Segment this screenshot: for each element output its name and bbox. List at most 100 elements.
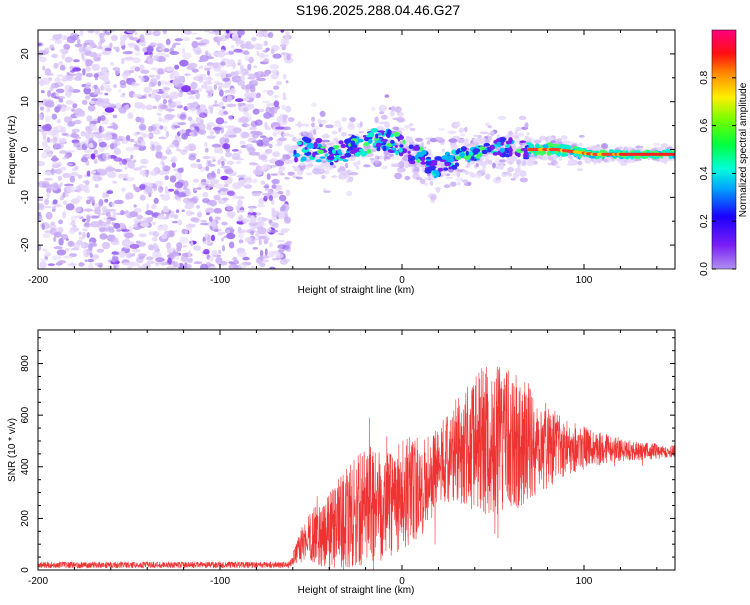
noise-blob	[211, 144, 222, 148]
noise-blob	[53, 236, 57, 242]
signal-core-blob	[448, 166, 452, 170]
noise-blob	[249, 207, 254, 214]
noise-blob	[277, 118, 288, 126]
noise-blob	[165, 130, 169, 138]
noise-blob	[93, 84, 98, 90]
noise-blob	[89, 142, 93, 148]
signal-core-blob	[350, 135, 357, 139]
noise-blob	[184, 188, 190, 195]
noise-blob	[129, 138, 135, 143]
noise-blob	[236, 175, 246, 178]
noise-blob	[279, 259, 288, 265]
signal-halo	[447, 130, 457, 134]
noise-blob	[84, 149, 93, 153]
noise-blob	[185, 230, 189, 234]
noise-blob	[161, 118, 170, 123]
noise-blob	[65, 150, 76, 153]
noise-blob	[251, 191, 261, 197]
signal-core-blob	[478, 146, 486, 151]
noise-blob	[54, 39, 63, 44]
noise-blob	[69, 222, 73, 226]
noise-blob	[47, 136, 50, 143]
noise-blob	[83, 87, 91, 95]
noise-blob	[269, 222, 279, 227]
noise-blob	[212, 126, 222, 131]
noise-blob	[47, 263, 56, 267]
noise-blob	[44, 68, 52, 75]
noise-blob	[45, 115, 51, 123]
noise-blob	[78, 231, 82, 236]
noise-blob	[273, 105, 278, 113]
noise-blob	[38, 218, 44, 222]
noise-blob	[176, 247, 182, 252]
noise-blob	[125, 30, 136, 34]
signal-halo	[482, 165, 487, 170]
noise-blob	[132, 249, 141, 253]
noise-blob	[217, 262, 227, 266]
noise-blob	[53, 62, 59, 69]
noise-blob	[106, 218, 111, 225]
noise-blob	[105, 131, 115, 135]
noise-blob	[208, 63, 214, 70]
noise-blob	[87, 196, 95, 199]
signal-halo	[429, 180, 434, 186]
colorbar-tick-label: 0.6	[699, 118, 710, 132]
noise-blob	[131, 81, 139, 88]
noise-blob	[194, 188, 198, 191]
signal-halo	[438, 127, 445, 131]
noise-blob	[166, 242, 172, 250]
noise-blob	[281, 104, 286, 111]
noise-blob	[69, 35, 79, 41]
noise-blob	[63, 43, 71, 51]
signal-core-blob	[465, 150, 469, 156]
signal-core-blob	[342, 159, 349, 162]
noise-blob	[75, 72, 83, 79]
noise-blob	[139, 165, 148, 169]
noise-blob	[207, 69, 210, 76]
signal-halo	[313, 129, 317, 136]
signal-core-blob	[519, 140, 527, 143]
noise-blob	[121, 158, 127, 165]
noise-blob	[193, 129, 198, 137]
noise-blob	[111, 201, 115, 208]
noise-blob	[181, 209, 185, 212]
noise-blob	[96, 168, 105, 174]
noise-blob	[221, 58, 230, 62]
signal-halo	[378, 121, 385, 125]
noise-blob	[228, 263, 238, 269]
noise-blob	[208, 265, 217, 269]
signal-halo	[287, 171, 295, 176]
noise-blob	[49, 86, 54, 92]
noise-blob	[197, 211, 202, 218]
noise-blob	[206, 177, 215, 181]
noise-blob	[62, 211, 67, 219]
noise-blob	[70, 198, 80, 205]
noise-blob	[70, 262, 74, 267]
noise-blob	[71, 167, 78, 171]
noise-blob	[90, 153, 96, 160]
noise-blob	[226, 160, 235, 165]
noise-blob	[248, 73, 256, 78]
noise-blob	[125, 146, 135, 152]
noise-blob	[153, 197, 159, 204]
noise-blob	[273, 94, 280, 99]
noise-blob	[82, 232, 86, 239]
noise-blob	[143, 88, 148, 93]
noise-blob	[139, 76, 145, 83]
noise-blob	[210, 131, 214, 135]
noise-blob	[173, 125, 181, 129]
noise-blob	[230, 30, 240, 34]
signal-halo	[519, 177, 528, 183]
noise-blob	[205, 165, 210, 172]
signal-core-blob	[542, 144, 550, 148]
noise-blob	[74, 43, 83, 48]
signal-core-blob	[359, 148, 364, 152]
noise-blob	[264, 248, 268, 256]
noise-blob	[204, 85, 213, 91]
noise-blob	[73, 59, 80, 63]
snr-ytick-label: 600	[20, 406, 31, 423]
spectrogram-ytick-label: 0	[20, 146, 31, 152]
noise-blob	[201, 104, 206, 112]
noise-blob	[263, 195, 268, 202]
signal-core-blob	[437, 167, 444, 172]
